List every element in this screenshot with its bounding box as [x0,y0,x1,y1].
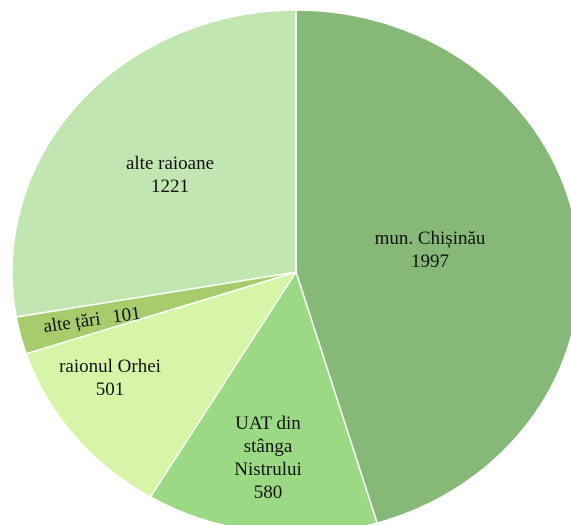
value-label: 1221 [151,176,189,197]
value-label: 101 [110,302,142,328]
slice-label: alte raioane 1221 [80,152,260,198]
slice-label: mun. Chișinău 1997 [350,227,510,273]
pie-slice [11,9,297,318]
pie-slice [25,270,298,498]
value-label: 1997 [411,251,449,272]
category-label: UAT din stânga Nistrului [234,413,302,480]
pie-slice [149,270,379,525]
category-label: alte raioane [125,153,215,174]
value-label: 580 [253,482,283,503]
category-label: raionul Orhei [59,356,161,377]
pie-slice [295,9,571,524]
value-label: 501 [95,379,125,400]
category-label: mun. Chișinău [374,228,486,249]
slice-label: raionul Orhei 501 [35,355,185,401]
slice-label: UAT din stânga Nistrului 580 [218,412,318,504]
